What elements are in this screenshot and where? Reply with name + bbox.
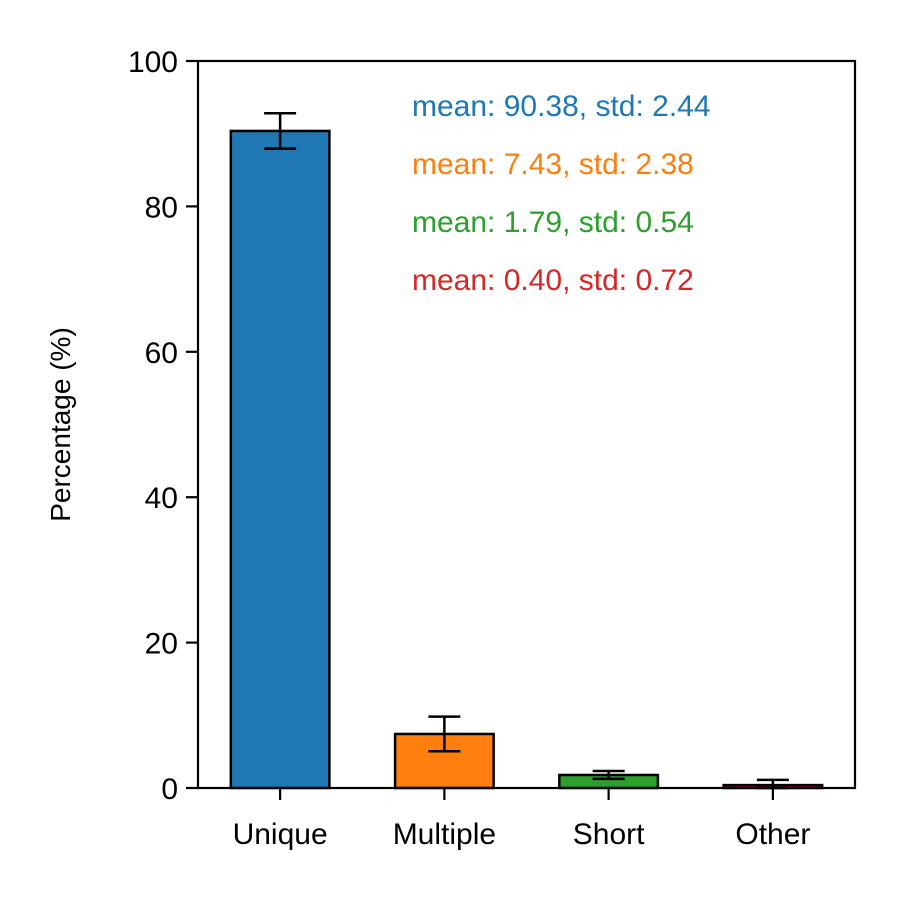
plot-frame xyxy=(196,59,857,790)
y-tick-label: 0 xyxy=(161,773,178,806)
x-tick-label-multiple: Multiple xyxy=(393,818,496,851)
error-bars-layer xyxy=(264,111,789,790)
stats-annotation: mean: 7.43, std: 2.38 xyxy=(412,148,694,181)
x-tick-label-unique: Unique xyxy=(233,818,328,851)
y-tick-label: 20 xyxy=(145,628,178,661)
y-axis: 0 20 40 60 80 100 xyxy=(128,46,198,806)
y-tick-label: 100 xyxy=(128,46,178,79)
y-axis-title: Percentage (%) xyxy=(45,327,76,522)
stats-annotation: mean: 90.38, std: 2.44 xyxy=(412,90,711,123)
stats-annotation: mean: 1.79, std: 0.54 xyxy=(412,206,694,239)
y-tick-label: 60 xyxy=(145,337,178,370)
bar-unique xyxy=(229,129,331,790)
x-tick-label-short: Short xyxy=(573,818,645,851)
y-tick-label: 40 xyxy=(145,482,178,515)
x-axis: Unique Multiple Short Other xyxy=(233,788,810,851)
stats-annotation: mean: 0.40, std: 0.72 xyxy=(412,264,694,297)
annotations-layer: mean: 90.38, std: 2.44 mean: 7.43, std: 2… xyxy=(412,90,711,297)
bars-layer xyxy=(229,129,824,790)
x-tick-label-other: Other xyxy=(735,818,810,851)
y-tick-label: 80 xyxy=(145,191,178,224)
